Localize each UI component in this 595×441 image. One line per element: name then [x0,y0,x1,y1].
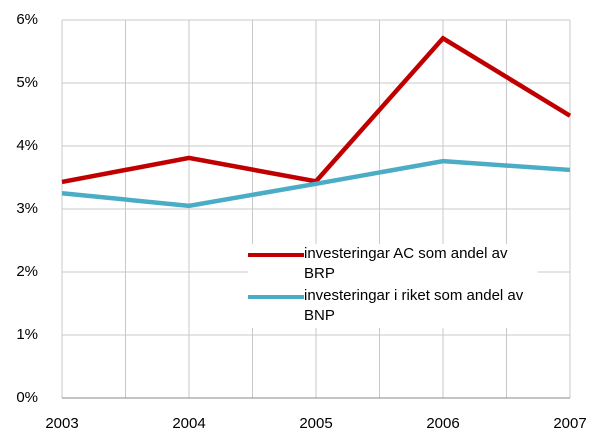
x-tick-label: 2005 [299,415,332,432]
legend-entry: investeringar i riket som andel av BNP [248,286,538,326]
y-tick-label: 2% [16,263,38,280]
legend-label: investeringar AC som andel av BRP [304,245,508,282]
y-tick-label: 6% [16,11,38,28]
legend-entry: investeringar AC som andel av BRP [248,244,538,284]
series-line [61,35,572,185]
y-tick-label: 0% [16,389,38,406]
legend-label: investeringar i riket som andel av BNP [304,287,524,324]
y-tick-label: 5% [16,74,38,91]
legend-swatch [248,295,304,299]
x-tick-label: 2004 [172,415,205,432]
legend-swatch [248,253,304,257]
y-tick-label: 1% [16,326,38,343]
x-tick-label: 2003 [45,415,78,432]
x-tick-label: 2006 [426,415,459,432]
y-tick-label: 3% [16,200,38,217]
y-tick-label: 4% [16,137,38,154]
legend: investeringar AC som andel av BRP investe… [248,244,538,328]
x-tick-label: 2007 [553,415,586,432]
series-line [61,158,571,209]
